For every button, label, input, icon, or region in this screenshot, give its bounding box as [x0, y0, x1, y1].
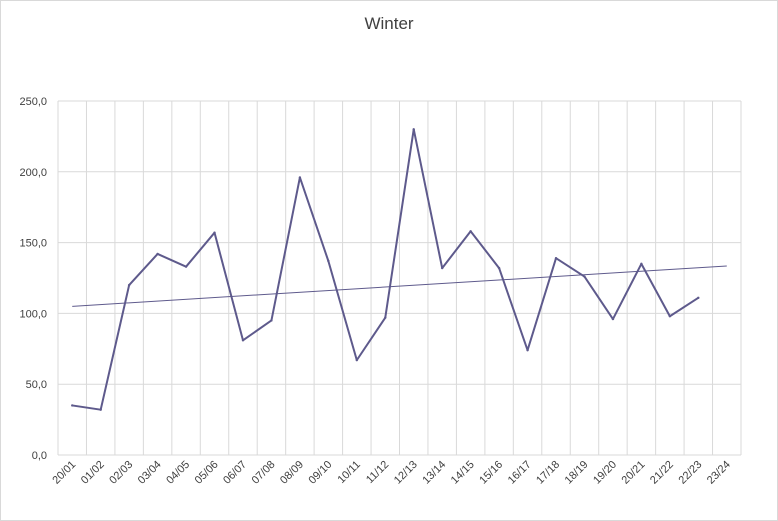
data-point: [355, 358, 359, 362]
x-tick-label: 15/16: [477, 459, 505, 487]
y-axis-ticks: 0,0 50,0 100,0 150,0 200,0 250,0: [19, 96, 47, 462]
x-tick-label: 04/05: [164, 459, 192, 487]
trendline: [72, 265, 727, 307]
data-point: [71, 404, 74, 407]
x-tick-label: 14/15: [449, 459, 477, 487]
x-tick-label: 02/03: [107, 459, 135, 487]
data-point: [640, 262, 643, 266]
data-point: [697, 296, 700, 300]
x-tick-label: 01/02: [79, 459, 107, 487]
data-point: [412, 128, 415, 131]
data-point: [440, 266, 444, 270]
data-point: [184, 265, 188, 268]
x-tick-label: 20/01: [50, 459, 78, 487]
x-tick-label: 05/06: [193, 459, 221, 487]
chart-title: Winter: [364, 14, 414, 33]
y-tick-label: 150,0: [19, 238, 47, 250]
data-point: [384, 316, 387, 319]
y-tick-label: 100,0: [19, 308, 47, 320]
y-tick-label: 50,0: [26, 379, 47, 391]
data-point: [127, 283, 131, 287]
data-point: [611, 317, 615, 321]
data-point: [554, 256, 558, 260]
x-tick-label: 16/17: [506, 459, 534, 487]
x-axis-ticks: 20/01 01/02 02/03 03/04 04/05 05/06 06/07 07/08…: [50, 459, 732, 487]
data-point: [583, 275, 586, 278]
x-tick-label: 09/10: [307, 459, 335, 487]
data-point: [99, 408, 102, 411]
data-point: [526, 349, 529, 352]
data-point: [497, 266, 501, 270]
data-point: [327, 259, 330, 263]
y-tick-label: 200,0: [19, 167, 47, 179]
x-tick-label: 19/20: [591, 459, 619, 487]
series-group: [71, 128, 700, 411]
x-tick-label: 11/12: [364, 459, 391, 486]
y-tick-label: 0,0: [32, 450, 47, 462]
data-point: [156, 252, 159, 256]
y-tick-label: 250,0: [19, 96, 47, 108]
x-tick-label: 22/23: [676, 459, 704, 487]
x-tick-label: 17/18: [534, 459, 562, 487]
x-tick-label: 08/09: [278, 459, 306, 487]
data-point: [213, 231, 216, 234]
data-point: [469, 230, 472, 233]
x-tick-label: 03/04: [136, 459, 164, 487]
data-point: [241, 339, 245, 342]
data-point: [298, 176, 302, 179]
x-tick-label: 13/14: [420, 459, 448, 487]
data-point: [668, 315, 672, 318]
x-tick-label: 18/19: [563, 459, 591, 487]
x-tick-label: 23/24: [705, 459, 733, 487]
x-tick-label: 20/21: [620, 459, 648, 487]
grid-lines: [57, 100, 742, 456]
x-tick-label: 10/11: [336, 459, 363, 486]
data-point: [270, 319, 273, 322]
trendline-group: [72, 265, 727, 307]
x-tick-label: 07/08: [250, 459, 278, 487]
x-tick-label: 12/13: [392, 459, 420, 487]
x-tick-label: 21/22: [648, 459, 676, 487]
x-tick-label: 06/07: [221, 459, 249, 487]
